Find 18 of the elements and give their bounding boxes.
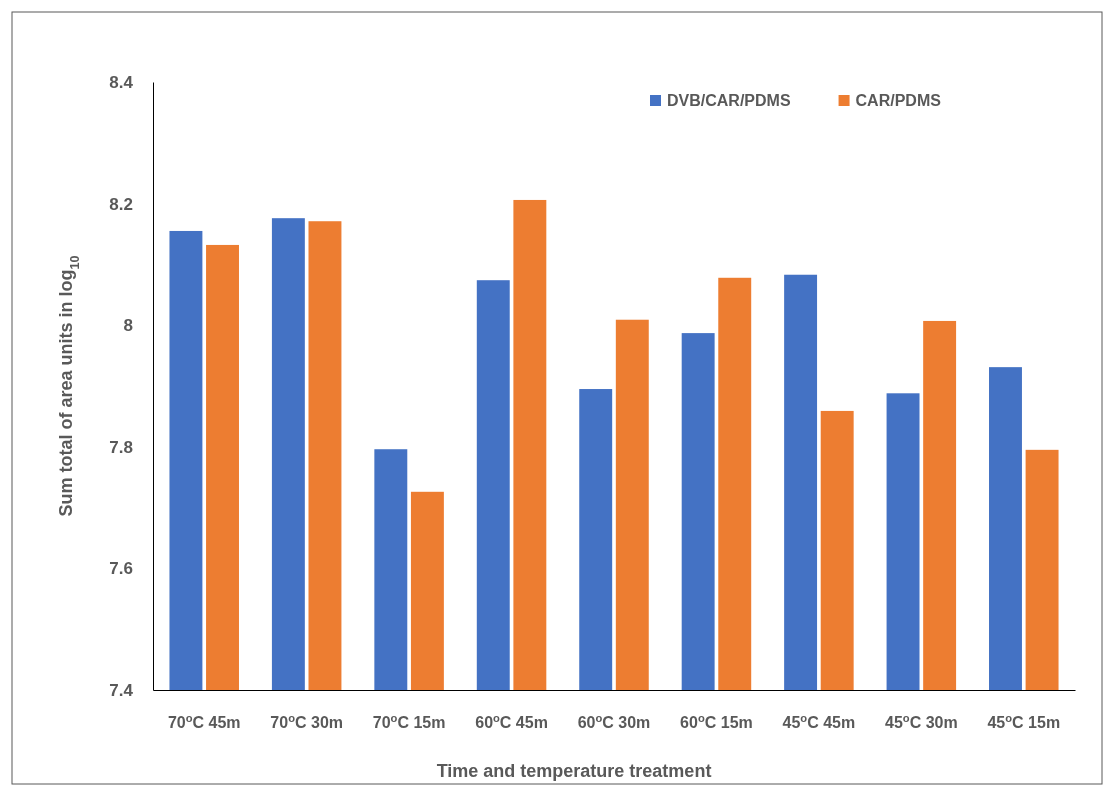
x-tick-label: 70$^{o}$C 15m — [372, 712, 446, 731]
y-tick-label: 7.4 — [109, 680, 134, 700]
y-tick-label: 7.6 — [109, 559, 133, 579]
y-tick-label: 8.4 — [109, 72, 134, 92]
legend-label: DVB/CAR/PDMS — [667, 92, 791, 109]
x-tick-label: 60$^{o}$C 30m — [577, 712, 651, 731]
x-tick-label: 45$^{o}$C 30m — [885, 712, 958, 731]
x-axis-title: Time and temperature treatment — [436, 761, 712, 781]
x-tick-label: 70$^{o}$C 30m — [270, 712, 343, 731]
y-tick-label: 8.2 — [109, 194, 133, 214]
x-tick-label: 70$^{o}$C 45m — [167, 712, 241, 731]
x-tick-label: 60$^{o}$C 45m — [475, 712, 548, 731]
y-tick-label: 8 — [123, 316, 133, 336]
legend-label: CAR/PDMS — [855, 92, 942, 109]
y-tick-label: 7.8 — [109, 437, 133, 457]
x-tick-label: 45$^{o}$C 45m — [782, 712, 856, 731]
x-tick-label: 45$^{o}$C 15m — [987, 712, 1061, 731]
x-tick-label: 60$^{o}$C 15m — [680, 712, 753, 731]
